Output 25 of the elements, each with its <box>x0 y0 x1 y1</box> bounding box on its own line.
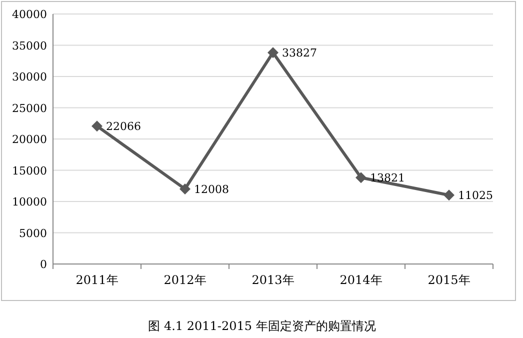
y-tick-label: 0 <box>40 258 47 271</box>
y-tick-label: 40000 <box>12 8 47 21</box>
y-tick-label: 35000 <box>12 39 47 52</box>
data-label: 33827 <box>282 46 317 60</box>
x-tick-label: 2015年 <box>428 273 470 287</box>
y-tick-label: 20000 <box>12 133 47 146</box>
y-tick-label: 25000 <box>12 102 47 115</box>
y-tick-label: 30000 <box>12 70 47 84</box>
y-tick-label: 10000 <box>12 196 47 208</box>
point <box>268 47 278 58</box>
x-tick-label: 2012年 <box>164 273 206 287</box>
point <box>356 172 366 184</box>
point <box>180 183 190 194</box>
caption: 图 4.1 2011-2015 年固定资产的购置情况 <box>148 319 376 333</box>
point <box>92 120 102 132</box>
data-label: 22066 <box>106 120 141 134</box>
y-tick-label: 15000 <box>12 164 47 178</box>
data-label: 11025 <box>458 189 493 202</box>
point <box>444 190 454 201</box>
data-label: 13821 <box>370 172 405 185</box>
x-tick-label: 2013年 <box>252 273 294 287</box>
x-tick-label: 2011年 <box>76 273 118 287</box>
y-tick-label: 5000 <box>19 226 47 240</box>
x-tick-label: 2014年 <box>340 273 382 287</box>
data-label: 12008 <box>194 182 229 196</box>
